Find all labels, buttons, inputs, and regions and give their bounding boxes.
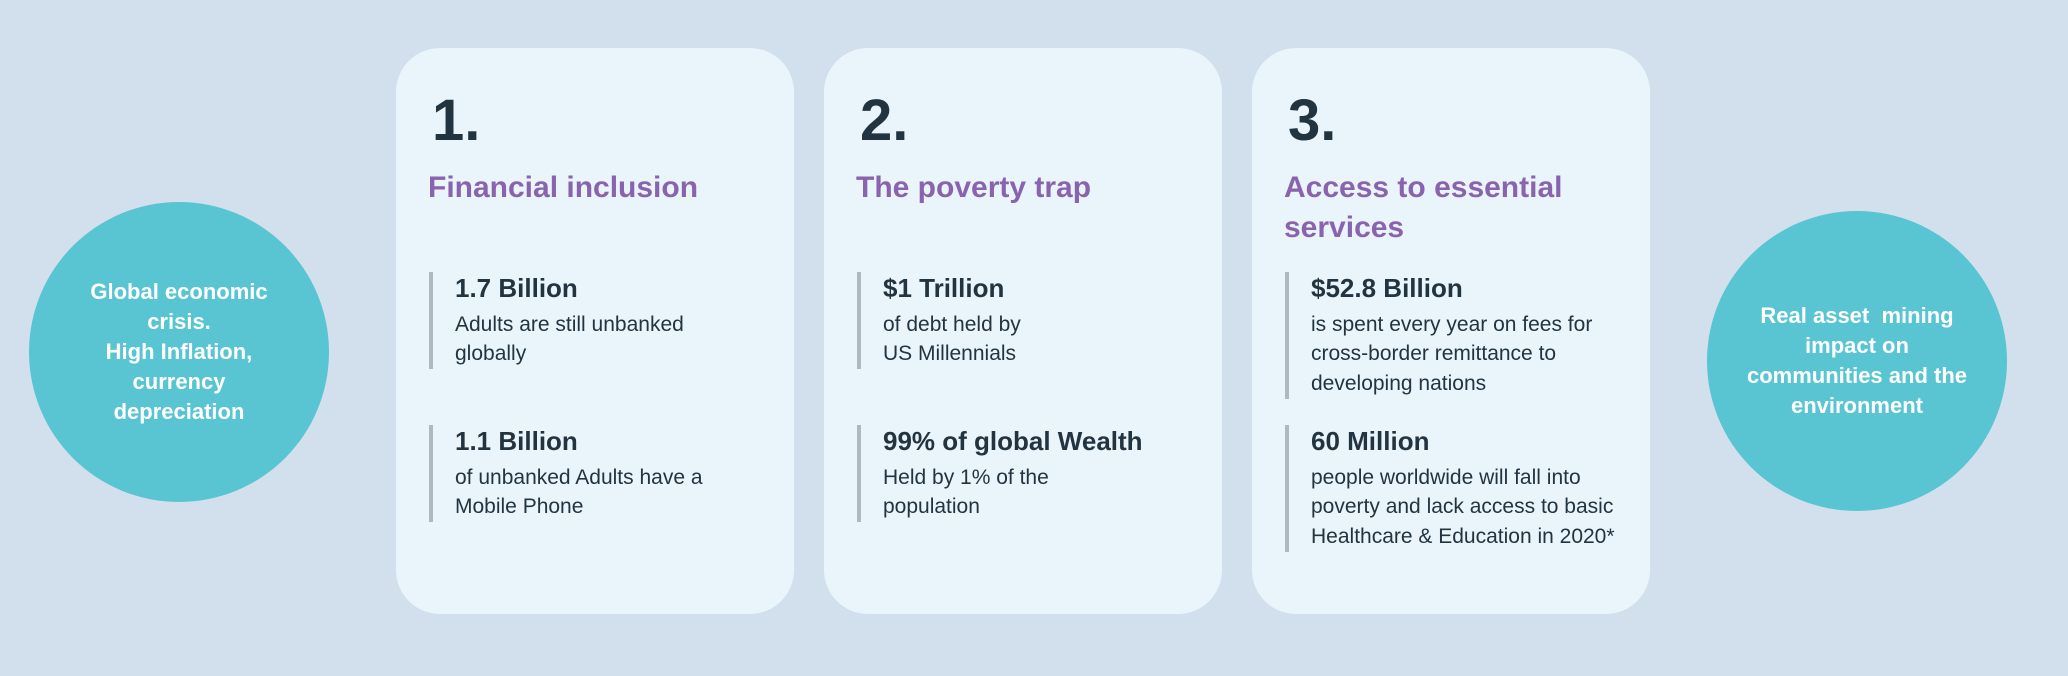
stat-value: 1.7 Billion <box>455 273 578 303</box>
stat-block: $1 Trillion of debt held by US Millennia… <box>857 272 1202 370</box>
stat-value: 99% of global Wealth <box>883 426 1143 456</box>
left-circle: Global economic crisis. High Inflation, … <box>29 202 329 502</box>
card-number: 1. <box>432 88 481 153</box>
stat-block: 60 Million people worldwide will fall in… <box>1285 425 1630 552</box>
stat-block: 1.7 Billion Adults are still unbanked gl… <box>429 272 774 370</box>
card-financial-inclusion: 1. Financial inclusion 1.7 Billion Adult… <box>396 48 794 614</box>
stat-description: of debt held by US Millennials <box>883 312 1021 366</box>
stat-block: 99% of global Wealth Held by 1% of the p… <box>857 425 1202 523</box>
card-access-essential-services: 3. Access to essential services $52.8 Bi… <box>1252 48 1650 614</box>
stat-block: $52.8 Billion is spent every year on fee… <box>1285 272 1630 399</box>
stat-description: Adults are still unbanked globally <box>455 312 684 366</box>
left-circle-text: Global economic crisis. High Inflation, … <box>90 279 268 424</box>
stat-description: Held by 1% of the population <box>883 465 1049 519</box>
stat-description: of unbanked Adults have a Mobile Phone <box>455 465 703 519</box>
card-heading: Access to essential services <box>1284 171 1563 244</box>
card-poverty-trap: 2. The poverty trap $1 Trillion of debt … <box>824 48 1222 614</box>
card-number: 3. <box>1288 88 1337 153</box>
card-number: 2. <box>860 88 909 153</box>
stat-value: 60 Million <box>1311 426 1430 456</box>
stat-value: 1.1 Billion <box>455 426 578 456</box>
stat-value: $52.8 Billion <box>1311 273 1463 303</box>
stat-block: 1.1 Billion of unbanked Adults have a Mo… <box>429 425 774 523</box>
stat-description: is spent every year on fees for cross-bo… <box>1311 312 1593 396</box>
right-circle-text: Real asset mining impact on communities … <box>1746 303 1968 418</box>
stat-description: people worldwide will fall into poverty … <box>1311 465 1615 549</box>
stat-value: $1 Trillion <box>883 273 1005 303</box>
card-heading: Financial inclusion <box>428 171 699 204</box>
card-heading: The poverty trap <box>856 171 1092 204</box>
right-circle: Real asset mining impact on communities … <box>1707 211 2007 511</box>
